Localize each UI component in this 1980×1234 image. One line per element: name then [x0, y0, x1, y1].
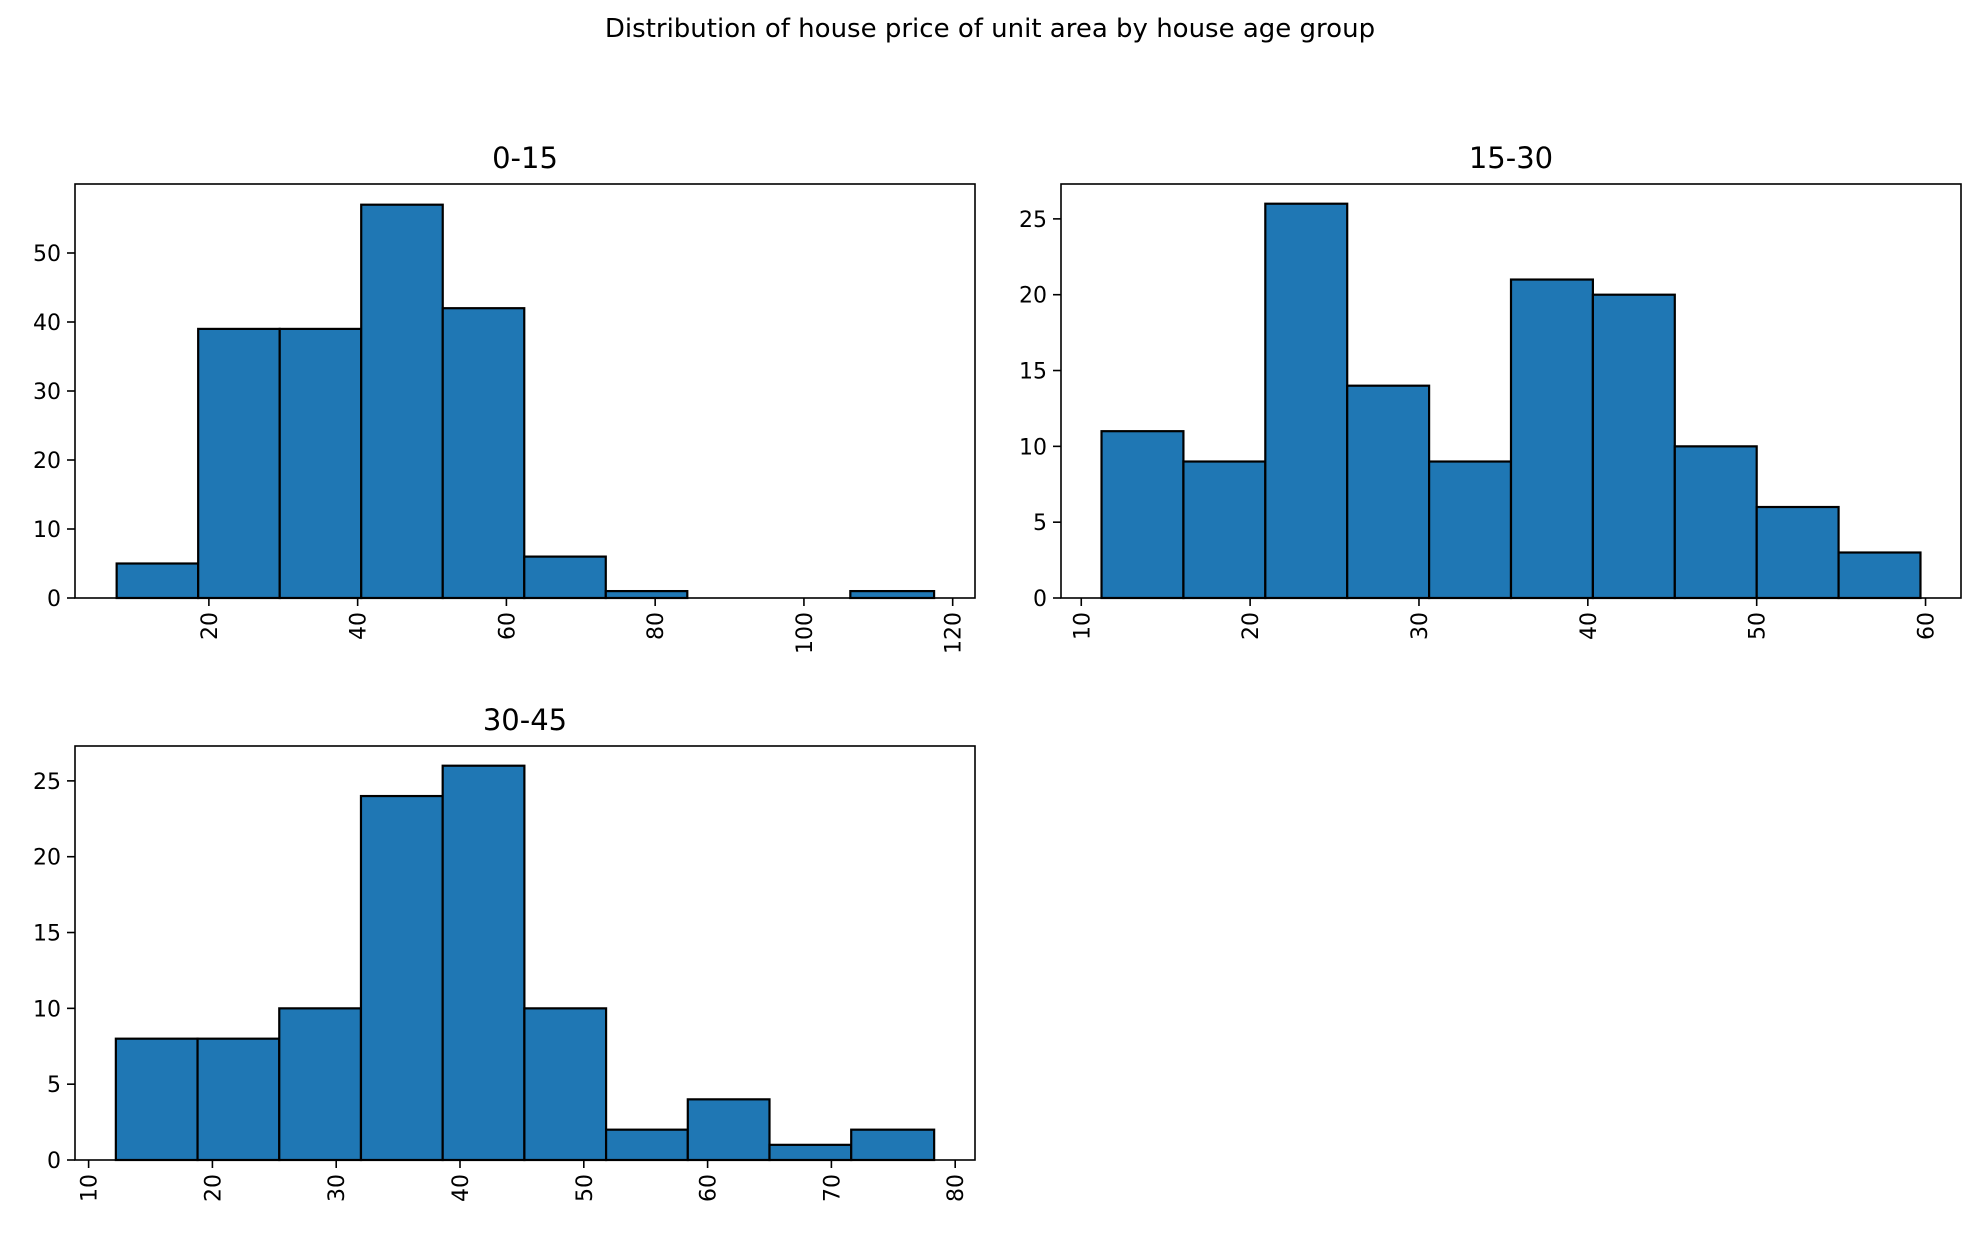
x-tick-label: 30: [1408, 612, 1433, 640]
histogram-bar: [1428, 460, 1513, 600]
histogram-bar: [441, 764, 526, 1162]
panel-age-30-45: 30-45 0 5 10 15 20 25 10 20 30 40 50 60 70 80: [33, 703, 976, 1202]
axes-frame: [74, 745, 976, 1161]
x-tick-label: 20: [198, 612, 223, 640]
y-tick-label: 10: [33, 997, 61, 1022]
x-tick-label: 100: [793, 612, 818, 654]
y-tick-label: 5: [47, 1073, 61, 1098]
x-tick-label: 50: [573, 1174, 598, 1202]
histogram-bar: [278, 1007, 363, 1162]
x-tick-label: 80: [944, 1174, 969, 1202]
x-tick-label: 40: [347, 612, 372, 640]
y-tick-label: 30: [33, 380, 61, 405]
histogram-bar: [115, 562, 200, 600]
axes-frame: [1060, 183, 1962, 599]
subplot-title: 15-30: [1469, 141, 1553, 175]
histogram-bar: [523, 1007, 608, 1162]
histogram-bar: [1182, 460, 1267, 600]
x-tick-label: 20: [201, 1174, 226, 1202]
y-tick-label: 5: [1033, 511, 1047, 536]
x-tick-label: 40: [449, 1174, 474, 1202]
histogram-bar: [1837, 551, 1922, 600]
x-tick-label: 10: [78, 1174, 103, 1202]
y-tick-label: 15: [1019, 360, 1047, 385]
subplot-title: 0-15: [492, 141, 558, 175]
x-tick-label: 40: [1577, 612, 1602, 640]
y-tick-label: 0: [47, 1149, 61, 1174]
x-tick-label: 60: [697, 1174, 722, 1202]
y-tick-label: 50: [33, 242, 61, 267]
figure-title: Distribution of house price of unit area…: [604, 14, 1376, 44]
x-tick-label: 70: [820, 1174, 845, 1202]
histogram-bar: [1100, 430, 1185, 600]
histogram-bar: [1264, 202, 1349, 600]
x-tick-label: 30: [325, 1174, 350, 1202]
histogram-bar: [196, 1037, 281, 1162]
y-tick-label: 10: [1019, 435, 1047, 460]
histogram-bar: [114, 1037, 199, 1162]
histogram-bar: [278, 327, 363, 600]
histogram-bar: [441, 307, 526, 600]
histogram-bar: [850, 1128, 936, 1162]
y-tick-label: 25: [1019, 208, 1047, 233]
x-tick-label: 80: [644, 612, 669, 640]
histogram-bar: [604, 589, 689, 600]
x-tick-label: 120: [942, 612, 967, 654]
x-tick-label: 50: [1746, 612, 1771, 640]
histogram-bar: [1591, 293, 1676, 600]
x-tick-label: 20: [1239, 612, 1264, 640]
histogram-bar: [1346, 384, 1431, 600]
subplot-title: 30-45: [483, 703, 567, 737]
y-tick-label: 15: [33, 922, 61, 947]
panel-age-15-30: 15-30 0 5 10 15 20 25 10 20 30 40 50 60: [1019, 141, 1962, 640]
x-tick-label: 60: [495, 612, 520, 640]
histogram-bar: [849, 589, 936, 600]
y-tick-label: 20: [33, 846, 61, 871]
y-tick-label: 20: [33, 449, 61, 474]
y-tick-label: 0: [47, 587, 61, 612]
histogram-bar: [197, 327, 281, 600]
histogram-bar: [1509, 278, 1594, 600]
histogram-bar: [1755, 505, 1840, 600]
histogram-bar: [360, 203, 444, 600]
histogram-bar: [1673, 445, 1758, 600]
y-tick-label: 40: [33, 311, 61, 336]
y-tick-label: 25: [33, 770, 61, 795]
histogram-bar: [359, 794, 444, 1162]
y-tick-label: 20: [1019, 284, 1047, 309]
x-tick-label: 10: [1070, 612, 1095, 640]
panel-age-0-15: 0-15 0 10 20 30 40 50 20 40 60 80 100 120: [33, 141, 976, 654]
histogram-bar: [768, 1143, 853, 1162]
x-tick-label: 60: [1915, 612, 1940, 640]
histogram-bar: [523, 555, 607, 600]
histogram-bar: [686, 1098, 771, 1162]
y-tick-label: 10: [33, 518, 61, 543]
y-tick-label: 0: [1033, 587, 1047, 612]
histogram-bar: [604, 1128, 689, 1162]
